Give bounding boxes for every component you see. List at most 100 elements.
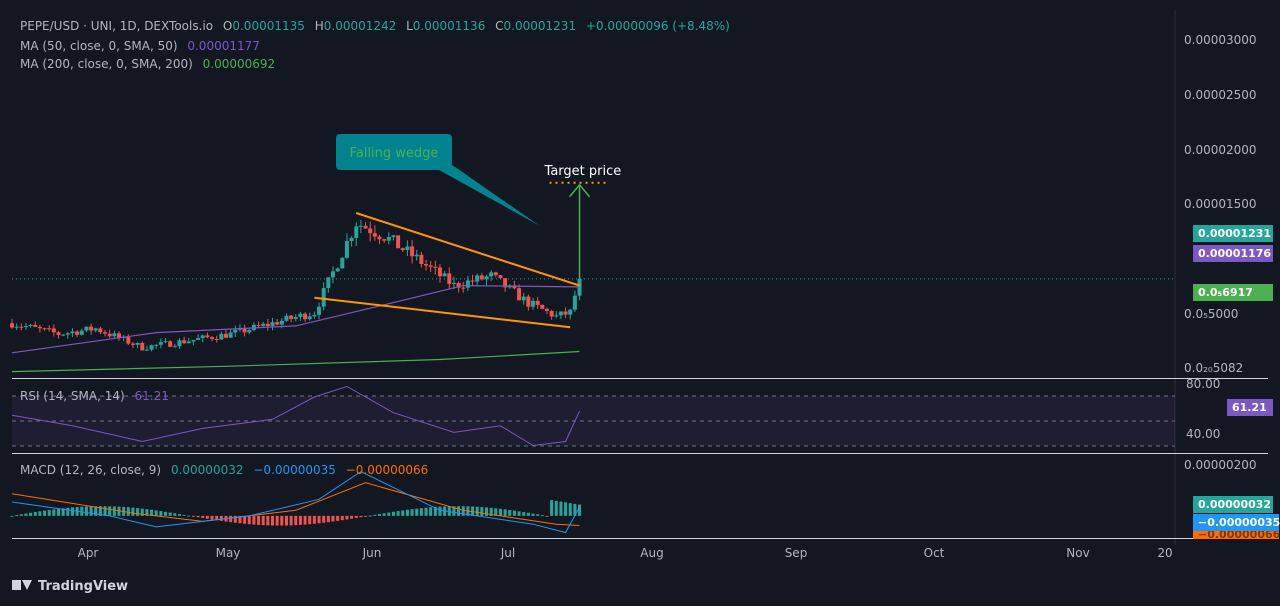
macd-bar (340, 515, 344, 521)
macd-bar (536, 514, 540, 516)
macd-bar (373, 514, 377, 516)
macd-bar (94, 506, 98, 516)
macd-bar (429, 507, 433, 516)
macd-bar (210, 515, 214, 520)
candle-body (284, 315, 289, 321)
candle-body (526, 296, 531, 307)
macd-bar (201, 515, 205, 518)
macd-bar (531, 513, 535, 516)
time-tick-label: Sep (785, 546, 808, 560)
macd-bar (438, 506, 442, 516)
macd-value: 0.00000032 (170, 463, 244, 477)
candle-body (79, 330, 84, 335)
candle-body (37, 326, 42, 329)
macd-badge: 0.00000032 (1193, 496, 1273, 513)
candle-body (470, 280, 475, 282)
macd-bar (159, 511, 163, 516)
macd-bar (550, 500, 554, 516)
macd-bar (312, 515, 316, 524)
candle-body (354, 226, 359, 238)
tradingview-logo-icon (12, 579, 34, 591)
hist-value: −0.00000066 (345, 463, 429, 477)
candle-body (442, 273, 447, 277)
candle-body (28, 324, 33, 327)
candle-body (349, 237, 354, 242)
price-tick-label: 0.0₂₀5082 (1184, 361, 1243, 375)
macd-bar (66, 507, 70, 516)
macd-bar (38, 511, 42, 516)
candle-body (307, 316, 312, 320)
candle-body (298, 313, 303, 318)
candle-body (144, 349, 149, 351)
candle-body (335, 268, 340, 272)
macd-bar (10, 515, 14, 517)
macd-bar (457, 506, 461, 516)
ma50-value: 0.00001177 (187, 39, 260, 53)
candle-body (549, 310, 554, 317)
candle-body (377, 236, 382, 240)
macd-bar (350, 515, 354, 519)
candle-body (312, 314, 317, 317)
candle-body (107, 333, 112, 337)
macd-histogram (10, 500, 582, 526)
candle-body (65, 333, 70, 335)
ma50-legend: MA (50, close, 0, SMA, 50) 0.00001177 (20, 39, 266, 53)
candle-body (116, 333, 121, 338)
macd-bar (271, 515, 275, 526)
candle-body (293, 317, 298, 319)
macd-bar (275, 515, 279, 526)
macd-bar (52, 509, 56, 516)
macd-bar (452, 506, 456, 516)
macd-bar (354, 515, 358, 518)
candle-body (428, 265, 433, 267)
macd-bar (345, 515, 349, 520)
candles (10, 219, 582, 352)
time-tick-label: 20 (1157, 546, 1172, 560)
candle-body (503, 278, 508, 288)
macd-bar (401, 510, 405, 516)
macd-bar (154, 510, 158, 516)
macd-bar (410, 509, 414, 516)
candle-body (154, 344, 159, 346)
macd-bar (387, 512, 391, 516)
macd-bar (545, 515, 549, 517)
macd-bar (498, 508, 502, 516)
macd-bar (84, 506, 88, 516)
price-tick-label: 0.00003000 (1184, 33, 1257, 47)
macd-bar (196, 515, 200, 518)
macd-bar (108, 506, 112, 516)
macd-bar (568, 503, 572, 516)
signal-badge: −0.00000035 (1193, 514, 1280, 531)
macd-bar (103, 506, 107, 516)
macd-bar (24, 513, 28, 516)
candle-body (405, 246, 410, 251)
macd-bar (554, 500, 558, 516)
candle-body (340, 257, 345, 269)
macd-label: MACD (12, 26, close, 9) (20, 463, 162, 477)
brand-name: TradingView (38, 579, 129, 594)
candle-body (270, 322, 275, 327)
candle-body (219, 333, 224, 340)
time-tick-label: May (216, 546, 241, 560)
candle-body (414, 254, 419, 257)
macd-bar (396, 511, 400, 516)
candle-body (479, 275, 484, 280)
macd-bar (494, 508, 498, 516)
open-label: O (222, 19, 233, 33)
price-tick-label: 0.00001500 (1184, 197, 1257, 211)
price-tick-label: 0.00002500 (1184, 88, 1257, 102)
candle-body (563, 311, 568, 315)
macd-bar (266, 515, 270, 526)
candle-body (191, 339, 196, 342)
candle-body (42, 328, 47, 330)
high-label: H (314, 19, 324, 33)
macd-bar (559, 501, 563, 516)
candle-body (498, 275, 503, 279)
tradingview-brand[interactable]: TradingView (12, 579, 128, 594)
candle-body (93, 328, 98, 331)
macd-bar (43, 510, 47, 516)
candle-body (200, 335, 205, 339)
macd-bar (415, 508, 419, 516)
macd-bar (33, 512, 37, 516)
